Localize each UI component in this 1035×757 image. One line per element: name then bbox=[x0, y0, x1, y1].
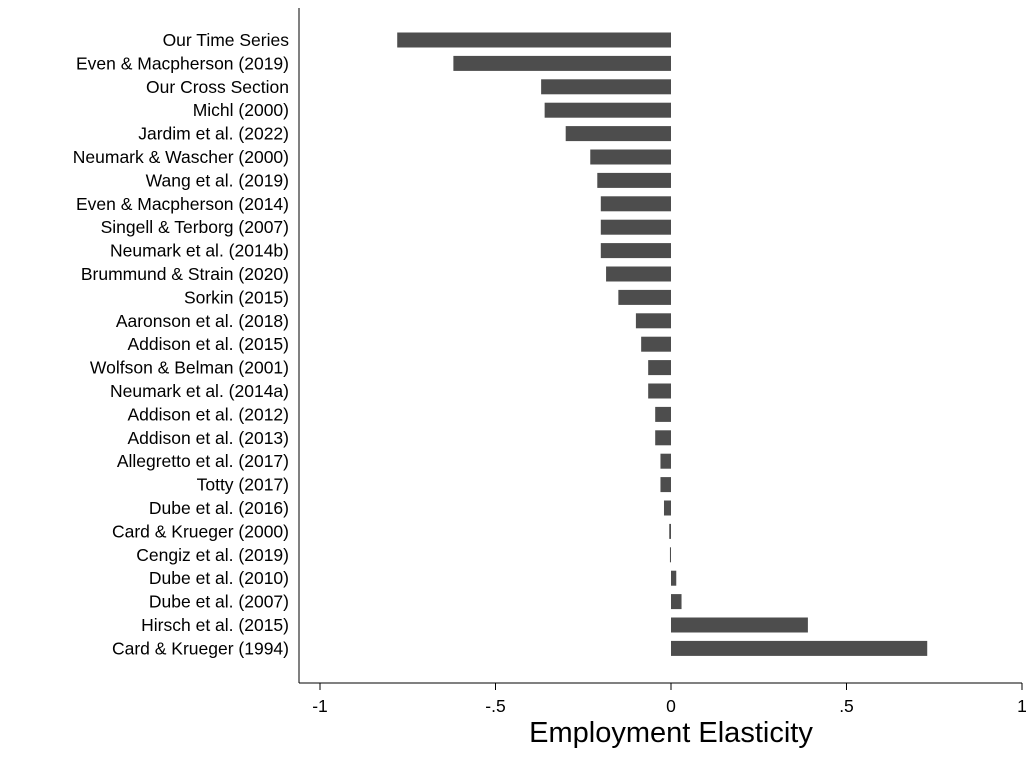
bar-25 bbox=[671, 617, 808, 633]
category-label-26: Card & Krueger (1994) bbox=[112, 638, 289, 658]
bar-26 bbox=[671, 640, 928, 656]
category-label-20: Dube et al. (2016) bbox=[149, 498, 289, 518]
x-tick-label-1: -.5 bbox=[485, 696, 505, 716]
category-label-6: Wang et al. (2019) bbox=[146, 170, 289, 190]
category-label-18: Allegretto et al. (2017) bbox=[117, 451, 289, 471]
bar-11 bbox=[618, 289, 671, 305]
x-tick-label-0: -1 bbox=[312, 696, 328, 716]
bar-2 bbox=[541, 79, 671, 95]
category-label-10: Brummund & Strain (2020) bbox=[81, 264, 289, 284]
category-label-21: Card & Krueger (2000) bbox=[112, 521, 289, 541]
bar-10 bbox=[606, 266, 671, 282]
x-axis-title: Employment Elasticity bbox=[529, 717, 813, 749]
bar-20 bbox=[663, 500, 671, 516]
category-label-11: Sorkin (2015) bbox=[184, 287, 289, 307]
category-label-16: Addison et al. (2012) bbox=[128, 404, 290, 424]
bar-23 bbox=[671, 570, 677, 586]
bar-7 bbox=[600, 196, 671, 212]
category-label-19: Totty (2017) bbox=[197, 475, 289, 495]
bar-12 bbox=[635, 313, 671, 329]
bar-6 bbox=[597, 172, 671, 188]
category-label-24: Dube et al. (2007) bbox=[149, 592, 289, 612]
bar-22 bbox=[669, 547, 671, 563]
bar-8 bbox=[600, 219, 671, 235]
bar-0 bbox=[397, 32, 671, 48]
category-label-1: Even & Macpherson (2019) bbox=[76, 53, 289, 73]
bar-13 bbox=[641, 336, 671, 352]
category-label-8: Singell & Terborg (2007) bbox=[101, 217, 289, 237]
category-label-22: Cengiz et al. (2019) bbox=[136, 545, 289, 565]
category-label-0: Our Time Series bbox=[163, 30, 290, 50]
x-tick-label-2: 0 bbox=[666, 696, 676, 716]
bar-24 bbox=[671, 594, 682, 610]
bar-21 bbox=[669, 523, 671, 539]
category-label-25: Hirsch et al. (2015) bbox=[141, 615, 289, 635]
category-label-7: Even & Macpherson (2014) bbox=[76, 194, 289, 214]
category-label-23: Dube et al. (2010) bbox=[149, 568, 289, 588]
category-label-17: Addison et al. (2013) bbox=[128, 428, 290, 448]
bar-4 bbox=[565, 126, 671, 142]
category-label-5: Neumark & Wascher (2000) bbox=[73, 147, 289, 167]
x-tick-label-4: 1 bbox=[1017, 696, 1027, 716]
bars-layer bbox=[397, 32, 928, 656]
category-label-4: Jardim et al. (2022) bbox=[138, 124, 289, 144]
bar-5 bbox=[590, 149, 671, 165]
bar-14 bbox=[648, 360, 671, 376]
bar-17 bbox=[655, 430, 671, 446]
bar-18 bbox=[660, 453, 671, 469]
category-label-2: Our Cross Section bbox=[146, 77, 289, 97]
category-label-9: Neumark et al. (2014b) bbox=[110, 241, 289, 261]
bar-19 bbox=[660, 477, 671, 493]
category-label-3: Michl (2000) bbox=[193, 100, 289, 120]
category-label-13: Addison et al. (2015) bbox=[128, 334, 290, 354]
category-label-12: Aaronson et al. (2018) bbox=[116, 311, 289, 331]
category-labels-layer: Our Time Series Even & Macpherson (2019) O… bbox=[73, 30, 289, 658]
bar-3 bbox=[544, 102, 671, 118]
x-ticks-layer: -1 -.5 0 .5 1 bbox=[312, 683, 1027, 716]
bar-9 bbox=[600, 243, 671, 259]
x-tick-label-3: .5 bbox=[839, 696, 854, 716]
bar-1 bbox=[453, 55, 671, 71]
category-label-15: Neumark et al. (2014a) bbox=[110, 381, 289, 401]
category-label-14: Wolfson & Belman (2001) bbox=[90, 358, 289, 378]
bar-16 bbox=[655, 406, 671, 422]
bar-15 bbox=[648, 383, 671, 399]
